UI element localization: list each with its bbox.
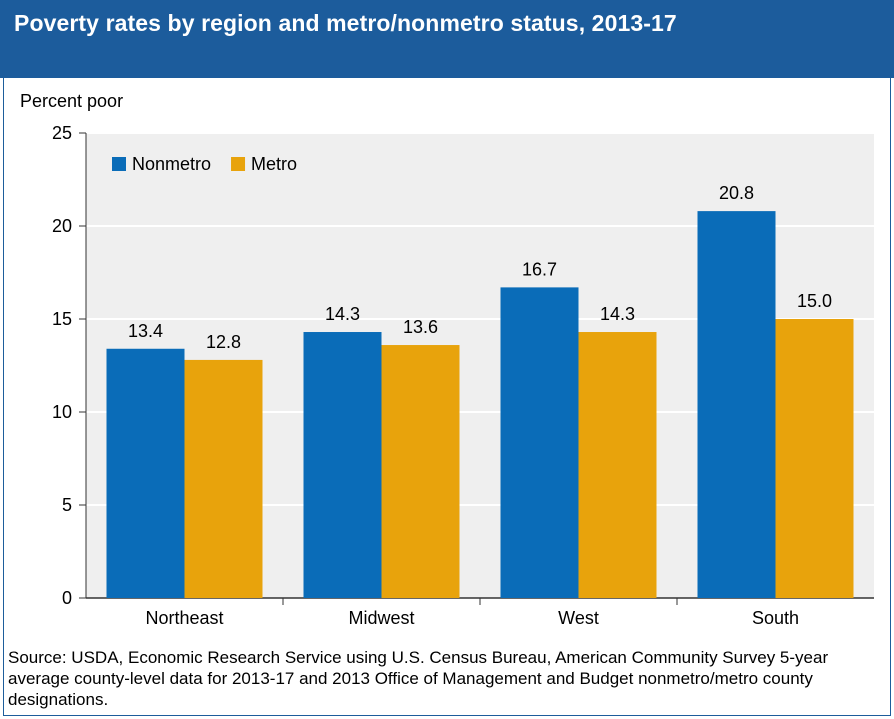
bar-metro: [578, 332, 657, 598]
legend-swatch-metro: [231, 157, 246, 171]
bar-value-label: 14.3: [600, 304, 635, 324]
legend-label-metro: Metro: [251, 154, 297, 174]
chart-area: 0 5 10 15 20 25 13.4 12.8 Northeast 14.3 13.6 Midwe…: [0, 120, 894, 640]
chart-title: Poverty rates by region and metro/nonmet…: [14, 10, 677, 36]
chart-frame: [3, 0, 891, 716]
bar-value-label: 16.7: [522, 259, 557, 279]
legend-label-nonmetro: Nonmetro: [132, 154, 211, 174]
bar-value-label: 15.0: [797, 291, 832, 311]
bar-nonmetro: [303, 332, 382, 598]
x-tick-label: Midwest: [348, 608, 414, 628]
bar-value-label: 13.4: [128, 321, 163, 341]
source-note: Source: USDA, Economic Research Service …: [8, 648, 829, 709]
bar-value-label: 13.6: [403, 317, 438, 337]
bar-value-label: 14.3: [325, 304, 360, 324]
chart-header: Poverty rates by region and metro/nonmet…: [0, 0, 894, 78]
bar-metro: [184, 359, 263, 598]
bar-nonmetro: [500, 287, 579, 598]
y-tick-label: 25: [52, 123, 72, 143]
y-tick-label: 15: [52, 309, 72, 329]
bar-metro: [775, 319, 854, 598]
bar-nonmetro: [697, 211, 776, 598]
y-tick-label: 5: [62, 495, 72, 515]
x-tick-label: South: [752, 608, 799, 628]
y-tick-label: 0: [62, 588, 72, 608]
legend-swatch-nonmetro: [112, 157, 126, 171]
x-tick-label: Northeast: [145, 608, 223, 628]
y-tick-label: 20: [52, 216, 72, 236]
bar-value-label: 20.8: [719, 183, 754, 203]
y-axis-label: Percent poor: [20, 91, 124, 111]
bar-value-label: 12.8: [206, 332, 241, 352]
bar-chart: 0 5 10 15 20 25 13.4 12.8 Northeast 14.3 13.6 Midwe…: [52, 123, 874, 628]
bar-nonmetro: [106, 348, 185, 598]
x-tick-label: West: [558, 608, 599, 628]
bar-metro: [381, 345, 460, 598]
y-tick-label: 10: [52, 402, 72, 422]
